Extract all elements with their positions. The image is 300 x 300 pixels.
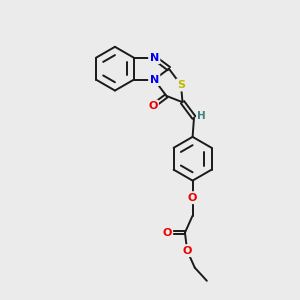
Text: O: O (148, 101, 158, 111)
Text: N: N (150, 75, 159, 85)
Text: N: N (150, 53, 159, 63)
Text: O: O (162, 228, 172, 238)
Text: S: S (177, 80, 185, 90)
Text: O: O (188, 193, 197, 203)
Text: O: O (182, 246, 192, 256)
Text: H: H (197, 111, 206, 121)
